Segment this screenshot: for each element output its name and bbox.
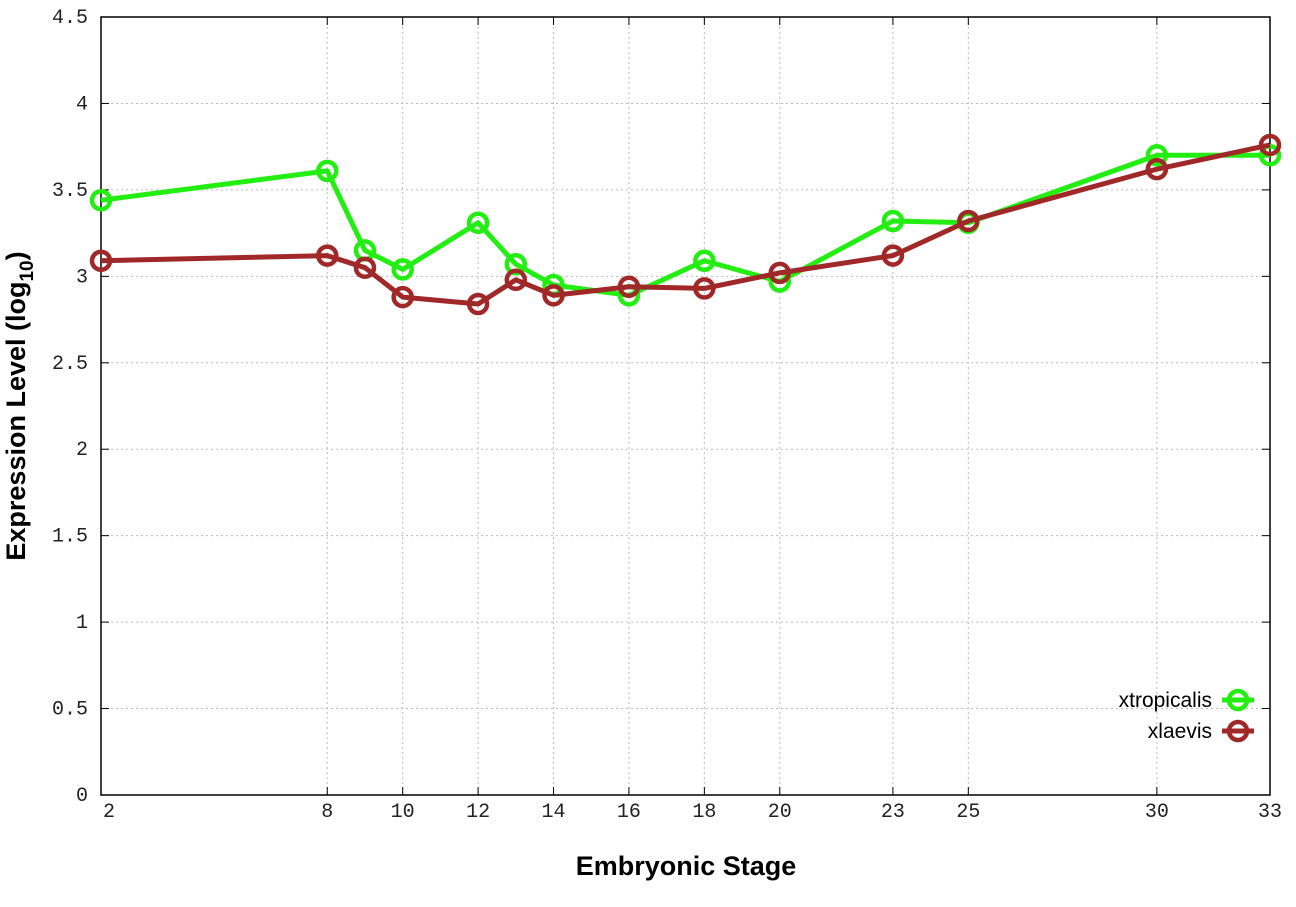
- x-tick-label: 12: [466, 801, 490, 824]
- x-tick-label: 16: [617, 801, 641, 824]
- data-point-xlaevis: [542, 284, 565, 307]
- legend-label-xtropicalis: xtropicalis: [1119, 689, 1212, 712]
- data-point-xtropicalis: [504, 252, 528, 276]
- data-point-xlaevis: [391, 285, 414, 309]
- data-point-xtropicalis: [693, 249, 716, 273]
- x-tick-label: 25: [956, 801, 980, 824]
- y-tick-label: 0: [76, 785, 88, 808]
- x-tick-label: 10: [391, 801, 415, 824]
- data-point-xtropicalis: [881, 209, 905, 233]
- y-tick-label: 0.5: [52, 699, 88, 722]
- legend-label-xlaevis: xlaevis: [1148, 720, 1212, 743]
- x-tick-label: 33: [1258, 801, 1282, 824]
- y-tick-label: 1.5: [52, 526, 88, 549]
- y-axis-label-main: Expression Level (log: [1, 282, 31, 561]
- legend-marker-xtropicalis: [1226, 688, 1250, 712]
- y-tick-label: 4: [76, 93, 88, 116]
- data-point-xlaevis: [1145, 157, 1169, 181]
- x-tick-label: 2: [103, 801, 115, 824]
- data-point-xtropicalis: [391, 258, 414, 281]
- data-point-xlaevis: [1258, 133, 1282, 157]
- data-point-xtropicalis: [1145, 144, 1169, 167]
- data-point-xlaevis: [504, 268, 528, 292]
- legend-marker-xlaevis: [1226, 719, 1250, 743]
- y-axis-label-sub: 10: [17, 260, 38, 281]
- data-point-xlaevis: [768, 261, 792, 285]
- data-point-xlaevis: [353, 256, 377, 279]
- series-xtropicalis: [89, 144, 1282, 307]
- y-tick-label: 1: [76, 612, 88, 635]
- x-tick-label: 30: [1145, 801, 1169, 824]
- y-tick-label: 3: [76, 266, 88, 289]
- series-xlaevis: [89, 133, 1282, 316]
- y-tick-label: 3.5: [52, 180, 88, 203]
- data-point-xtropicalis: [89, 189, 113, 212]
- x-tick-label: 23: [881, 801, 905, 824]
- y-tick-label: 4.5: [52, 7, 88, 30]
- series-line-xtropicalis: [100, 152, 1270, 298]
- data-point-xlaevis: [957, 209, 980, 233]
- data-point-xlaevis: [466, 292, 490, 316]
- x-tick-label: 18: [692, 801, 716, 824]
- y-tick-label: 2: [76, 439, 88, 462]
- x-tick-label: 8: [321, 801, 333, 824]
- y-axis-label: Expression Level (log10): [1, 251, 38, 560]
- data-point-xlaevis: [617, 275, 641, 298]
- series-line-xlaevis: [100, 142, 1271, 307]
- data-point-xlaevis: [89, 249, 113, 273]
- y-axis-label-close: ): [1, 251, 31, 260]
- plot-frame: [100, 16, 1271, 796]
- data-point-xlaevis: [316, 244, 339, 267]
- axis-ticks: 2 8 10 12 14 16 18 20 23 25 30 33 0 0.5 1 1.5 2 2.5 3 3.5 4 4…: [52, 7, 1282, 824]
- data-point-xtropicalis: [466, 211, 490, 234]
- data-point-xtropicalis: [316, 159, 339, 183]
- grid: [101, 17, 1270, 795]
- x-tick-label: 20: [768, 801, 792, 824]
- x-tick-label: 14: [542, 801, 566, 824]
- y-tick-label: 2.5: [52, 353, 88, 376]
- data-point-xlaevis: [693, 277, 716, 300]
- series-layer: [89, 133, 1282, 316]
- legend: xtropicalis xlaevis: [1119, 688, 1254, 743]
- x-axis-label: Embryonic Stage: [576, 851, 797, 881]
- data-point-xlaevis: [881, 244, 905, 267]
